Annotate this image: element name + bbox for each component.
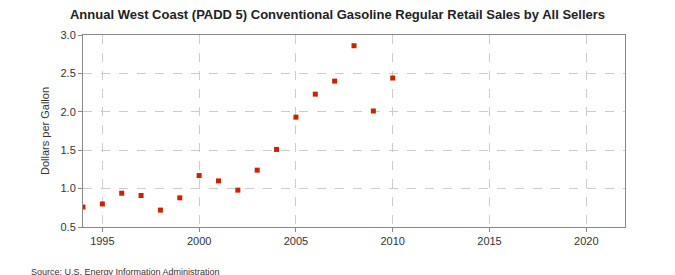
svg-text:2015: 2015 (477, 235, 501, 247)
svg-text:1995: 1995 (90, 235, 114, 247)
svg-text:2005: 2005 (284, 235, 308, 247)
svg-text:2000: 2000 (187, 235, 211, 247)
svg-text:2.0: 2.0 (61, 106, 76, 118)
svg-text:0.5: 0.5 (61, 221, 76, 233)
svg-text:Annual West Coast (PADD 5) Con: Annual West Coast (PADD 5) Conventional … (70, 7, 605, 22)
svg-text:Dollars per Gallon: Dollars per Gallon (39, 87, 51, 175)
svg-text:1.5: 1.5 (61, 144, 76, 156)
svg-text:3.0: 3.0 (61, 29, 76, 41)
svg-text:2010: 2010 (380, 235, 404, 247)
svg-text:2020: 2020 (574, 235, 598, 247)
svg-text:2.5: 2.5 (61, 67, 76, 79)
svg-text:Source: U.S. Energy Informatio: Source: U.S. Energy Information Administ… (31, 267, 220, 275)
svg-text:1.0: 1.0 (61, 182, 76, 194)
